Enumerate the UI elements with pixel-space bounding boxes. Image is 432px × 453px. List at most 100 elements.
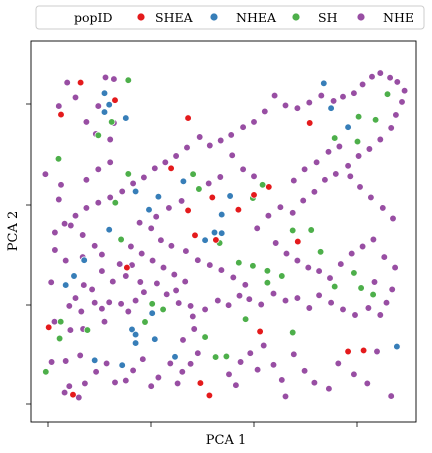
point-nhe xyxy=(51,228,59,237)
point-nhe xyxy=(57,181,65,189)
point-shea xyxy=(57,110,65,119)
point-nhe xyxy=(170,270,178,279)
point-sh xyxy=(307,226,315,234)
point-sh xyxy=(371,116,380,124)
point-nhe xyxy=(245,295,253,303)
point-nhe xyxy=(98,250,106,259)
point-nhe xyxy=(138,249,146,258)
point-nhe xyxy=(350,89,358,97)
point-nhea xyxy=(70,272,78,280)
point-nhe xyxy=(41,170,50,178)
point-nhe xyxy=(62,256,70,265)
point-nhe xyxy=(98,305,106,313)
point-nhe xyxy=(305,98,313,107)
point-sh xyxy=(159,305,167,314)
point-nhe xyxy=(293,256,302,265)
point-nhe xyxy=(225,370,233,378)
point-sh xyxy=(258,181,267,189)
point-sh xyxy=(331,282,339,291)
point-nhe xyxy=(166,359,174,368)
point-sh xyxy=(263,279,272,287)
point-nhe xyxy=(157,236,165,244)
point-sh xyxy=(353,137,362,146)
point-nhe xyxy=(246,349,254,357)
point-nhe xyxy=(190,325,198,333)
point-nhea xyxy=(105,226,113,234)
point-nhe xyxy=(65,382,73,390)
point-sh xyxy=(148,300,156,308)
point-nhea xyxy=(100,108,109,116)
point-nhea xyxy=(131,339,140,347)
point-sh xyxy=(278,272,286,280)
point-nhe xyxy=(370,278,379,286)
point-nhe xyxy=(346,172,354,180)
point-nhe xyxy=(88,285,96,294)
point-nhe xyxy=(224,301,233,309)
point-nhe xyxy=(364,304,373,312)
point-nhe xyxy=(55,195,63,204)
point-nhe xyxy=(299,196,307,205)
point-shea xyxy=(359,346,368,355)
point-shea xyxy=(184,206,192,215)
point-nhe xyxy=(329,97,338,105)
point-nhe xyxy=(131,296,140,305)
point-nhe xyxy=(82,176,91,184)
point-nhe xyxy=(100,318,109,326)
point-nhe xyxy=(229,273,237,282)
point-nhe xyxy=(327,299,335,307)
point-nhe xyxy=(189,312,197,321)
point-nhe xyxy=(281,296,290,305)
point-nhe xyxy=(304,263,312,272)
point-nhe xyxy=(228,151,236,159)
point-nhe xyxy=(227,131,235,139)
point-sh xyxy=(141,318,149,326)
legend-title: popID xyxy=(74,10,113,25)
point-sh xyxy=(111,199,119,207)
point-nhe xyxy=(194,349,202,357)
point-nhea xyxy=(62,281,70,289)
legend-frame xyxy=(35,5,425,30)
point-nhe xyxy=(60,220,69,228)
point-sh xyxy=(124,170,132,178)
point-nhea xyxy=(80,256,88,264)
point-nhe xyxy=(241,281,249,289)
point-nhe xyxy=(182,247,190,255)
point-nhe xyxy=(71,294,80,302)
point-nhe xyxy=(358,242,367,251)
point-nhe xyxy=(393,78,401,86)
point-nhe xyxy=(282,249,291,258)
point-nhe xyxy=(351,311,359,319)
point-nhe xyxy=(173,379,182,388)
point-sh xyxy=(289,226,297,235)
point-nhe xyxy=(264,212,273,220)
point-shea xyxy=(45,323,53,331)
point-nhe xyxy=(260,341,268,350)
point-nhe xyxy=(269,289,278,298)
point-nhe xyxy=(392,111,400,119)
point-nhe xyxy=(216,173,224,181)
point-nhe xyxy=(367,193,375,202)
point-nhe xyxy=(147,382,155,390)
point-nhe xyxy=(62,357,70,365)
point-nhe xyxy=(300,165,309,173)
point-nhe xyxy=(177,197,186,205)
legend-entry-sh: SH xyxy=(291,10,338,25)
point-nhe xyxy=(376,311,384,319)
point-nhe xyxy=(80,281,88,289)
point-nhea xyxy=(105,101,113,109)
point-shea xyxy=(208,193,216,202)
point-nhe xyxy=(175,299,183,307)
point-nhe xyxy=(290,350,298,358)
point-nhe xyxy=(239,165,247,173)
x-axis-label: PCA 1 xyxy=(206,433,247,448)
point-sh xyxy=(263,267,272,275)
point-nhe xyxy=(369,235,378,244)
point-nhea xyxy=(226,192,234,200)
point-nhe xyxy=(194,256,202,264)
point-nhe xyxy=(261,107,269,116)
point-nhe xyxy=(106,135,114,144)
point-nhea xyxy=(179,177,188,185)
point-nhe xyxy=(334,359,342,368)
point-nhe xyxy=(106,158,114,166)
